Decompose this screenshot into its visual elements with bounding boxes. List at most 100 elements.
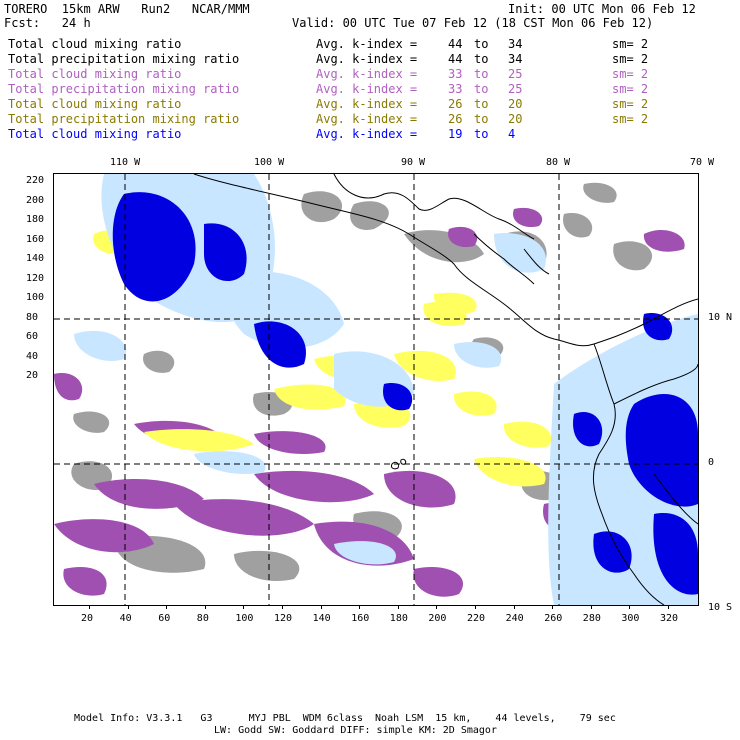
legend-to-value: 4	[508, 127, 516, 141]
y-axis-label: 60	[26, 331, 39, 342]
x-axis-label: 160	[351, 613, 370, 624]
legend-avg-label: Avg. k-index =	[316, 52, 418, 66]
coastline-gulf	[333, 174, 535, 240]
y-axis-label: 180	[26, 214, 45, 225]
coastline-peru	[653, 473, 698, 525]
lat-label-10s: 10 S	[708, 602, 733, 613]
x-axis-label: 300	[621, 613, 640, 624]
legend-to-value: 25	[508, 67, 523, 81]
coastline-colombia	[593, 343, 665, 605]
legend-to-value: 20	[508, 97, 523, 111]
lon-label-110w: 110 W	[110, 157, 141, 168]
x-axis-tick	[629, 605, 631, 609]
purple-patch	[54, 519, 154, 553]
legend-smoothing: sm= 2	[612, 67, 649, 81]
legend-from-value: 44	[448, 52, 463, 66]
x-axis-label: 60	[158, 613, 171, 624]
x-axis-label: 220	[467, 613, 486, 624]
blue-cloud-areas	[112, 192, 698, 595]
legend-from-value: 33	[448, 67, 463, 81]
model-title: TORERO 15km ARW Run2 NCAR/MMM	[4, 2, 250, 16]
x-axis-tick	[397, 605, 399, 609]
blue-patch	[254, 321, 306, 368]
x-axis-tick	[436, 605, 438, 609]
physics-info: LW: Godd SW: Goddard DIFF: simple KM: 2D…	[214, 725, 497, 736]
y-axis-label: 160	[26, 233, 45, 245]
model-info: Model Info: V3.3.1 G3 MYJ PBL WDM 6class…	[74, 713, 616, 724]
purple-patch	[174, 499, 314, 536]
x-axis-label: 240	[505, 613, 524, 624]
legend-to-word: to	[474, 37, 489, 51]
init-time: Init: 00 UTC Mon 06 Feb 12	[508, 2, 696, 16]
blue-patch	[112, 192, 196, 302]
x-axis-label: 180	[389, 613, 408, 624]
valid-time: Valid: 00 UTC Tue 07 Feb 12 (18 CST Mon …	[292, 16, 654, 30]
yellow-patch	[453, 391, 497, 416]
gray-patch	[583, 182, 617, 203]
x-axis-tick	[590, 605, 592, 609]
x-axis-label: 140	[312, 613, 331, 624]
y-axis-label: 80	[26, 311, 39, 323]
legend-label: Total cloud mixing ratio	[8, 67, 182, 81]
yellow-patch	[503, 421, 552, 448]
y-axis-label: 140	[26, 253, 45, 264]
legend-smoothing: sm= 2	[612, 97, 649, 111]
legend-avg-label: Avg. k-index =	[316, 127, 418, 141]
gray-patch	[613, 241, 653, 271]
purple-patch	[54, 373, 83, 401]
blue-patch	[653, 513, 698, 595]
legend-to-value: 25	[508, 82, 523, 96]
yellow-patch	[144, 429, 254, 452]
x-axis-tick	[89, 605, 90, 609]
purple-patch	[513, 207, 543, 228]
legend-to-value: 34	[508, 52, 523, 66]
light-blue-patch	[334, 541, 396, 565]
legend-to-value: 34	[508, 37, 523, 51]
gray-patch	[143, 350, 175, 373]
x-axis-label: 40	[119, 613, 132, 624]
legend-label: Total precipitation mixing ratio	[8, 112, 240, 126]
blue-patch	[643, 313, 673, 341]
gray-patch	[350, 201, 389, 230]
x-axis-tick	[204, 605, 206, 609]
light-blue-patch	[494, 233, 546, 273]
x-axis-tick	[320, 605, 322, 609]
x-axis-label: 260	[544, 613, 563, 624]
legend-from-value: 44	[448, 37, 463, 51]
legend-avg-label: Avg. k-index =	[316, 67, 418, 81]
legend-to-word: to	[474, 82, 489, 96]
blue-patch	[204, 223, 247, 282]
gray-patch	[563, 213, 593, 238]
legend-avg-label: Avg. k-index =	[316, 82, 418, 96]
lon-label-70w: 70 W	[690, 157, 715, 168]
legend-smoothing: sm= 2	[612, 37, 649, 51]
gray-patch	[301, 191, 343, 223]
legend-to-value: 20	[508, 112, 523, 126]
legend-label: Total cloud mixing ratio	[8, 97, 182, 111]
legend-label: Total precipitation mixing ratio	[8, 52, 240, 66]
legend-avg-label: Avg. k-index =	[316, 97, 418, 111]
legend-smoothing: sm= 2	[612, 82, 649, 96]
x-axis-tick	[475, 605, 476, 609]
yellow-patch	[274, 384, 346, 410]
purple-patch	[384, 470, 456, 508]
light-blue-patch	[454, 341, 502, 368]
purple-patch	[94, 479, 204, 509]
purple-patch	[448, 226, 478, 248]
lat-label-10n: 10 N	[708, 312, 733, 323]
yellow-patch	[433, 292, 477, 314]
light-blue-patch	[194, 451, 266, 474]
border-central-america	[473, 233, 535, 285]
y-axis-label: 20	[26, 370, 39, 381]
purple-patch	[254, 431, 326, 454]
legend-from-value: 26	[448, 112, 463, 126]
legend-label: Total cloud mixing ratio	[8, 127, 182, 141]
legend-smoothing: sm= 2	[612, 112, 649, 126]
blue-patch	[593, 531, 632, 573]
legend-avg-label: Avg. k-index =	[316, 37, 418, 51]
lon-label-80w: 80 W	[546, 157, 571, 168]
lat-label-0: 0	[708, 457, 715, 468]
legend-label: Total precipitation mixing ratio	[8, 82, 240, 96]
y-axis-label: 200	[26, 194, 45, 206]
x-axis-tick	[127, 605, 129, 609]
